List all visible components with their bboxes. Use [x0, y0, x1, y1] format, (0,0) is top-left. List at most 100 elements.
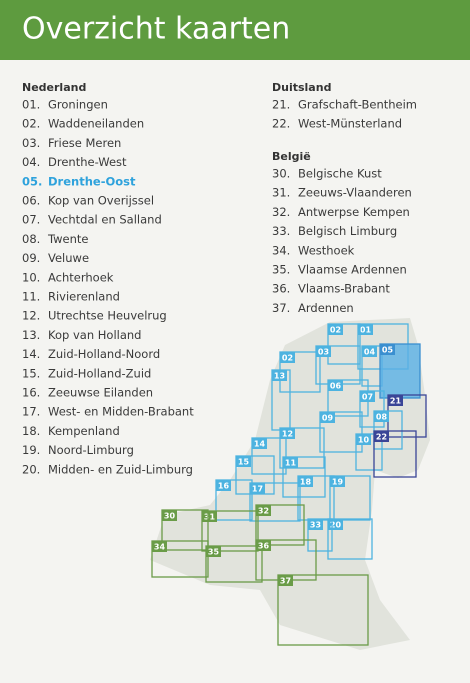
map-name: Ardennen: [298, 301, 354, 315]
map-label: 02: [330, 326, 341, 335]
map-label-bg: [278, 575, 293, 586]
map-sheet: [215, 479, 253, 521]
map-label-bg: [280, 352, 295, 363]
map-label: 07: [362, 393, 373, 402]
map-label-bg: [316, 346, 331, 357]
map-name: Noord-Limburg: [48, 443, 134, 457]
map-label: 34: [154, 543, 166, 552]
map-label-bg: [152, 541, 167, 552]
map-name: West- en Midden-Brabant: [48, 405, 194, 419]
map-label: 17: [252, 485, 263, 494]
map-label: 20: [330, 521, 342, 530]
map-label-bg: [388, 395, 403, 406]
map-label: 03: [318, 348, 329, 357]
map-sheet: [329, 475, 371, 521]
map-label: 31: [204, 513, 216, 522]
map-name: Grafschaft-Bentheim: [298, 98, 417, 112]
map-number: 37.: [272, 301, 290, 315]
map-sheet: [249, 482, 301, 522]
map-label-bg: [320, 412, 335, 423]
map-label-bg: [236, 456, 251, 467]
map-label-bg: [330, 476, 345, 487]
header-bar: [0, 0, 470, 60]
map-label-bg: [362, 346, 377, 357]
map-label-bg: [374, 431, 389, 442]
map-name: Drenthe-Oost: [48, 174, 136, 188]
map-number: 10.: [22, 270, 40, 284]
map-sheet: [373, 430, 417, 478]
map-label: 02: [282, 354, 293, 363]
map-label: 30: [164, 512, 176, 521]
map-sheet: [151, 540, 209, 578]
map-label: 11: [285, 459, 297, 468]
map-label-bg: [328, 380, 343, 391]
section-heading: Duitsland: [272, 81, 331, 94]
map-number: 19.: [22, 443, 40, 457]
map-name: Twente: [47, 232, 88, 246]
map-number: 33.: [272, 224, 290, 238]
map-label: 09: [322, 414, 334, 423]
map-sheet: [279, 427, 325, 469]
map-name: Zuid-Holland-Noord: [48, 347, 160, 361]
map-label: 05: [382, 346, 394, 355]
map-number: 08.: [22, 232, 40, 246]
map-number: 01.: [22, 98, 40, 112]
map-number: 34.: [272, 243, 290, 257]
map-number: 15.: [22, 366, 40, 380]
map-sheet: [319, 411, 363, 453]
map-label: 32: [258, 507, 269, 516]
map-number: 17.: [22, 405, 40, 419]
map-number: 22.: [272, 117, 290, 131]
map-label: 06: [330, 382, 342, 391]
map-name: Kempenland: [48, 424, 120, 438]
map-number: 36.: [272, 282, 290, 296]
map-sheet: [277, 574, 369, 646]
map-name: Kop van Overijssel: [48, 194, 154, 208]
map-label-bg: [283, 457, 298, 468]
map-label-bg: [206, 546, 221, 557]
map-label-bg: [162, 510, 177, 521]
map-sheet: [327, 323, 361, 365]
map-label: 19: [332, 478, 344, 487]
map-sheet: [255, 504, 305, 546]
map-label-bg: [358, 324, 373, 335]
map-label-bg: [328, 324, 343, 335]
map-label: 10: [358, 436, 370, 445]
map-name: Veluwe: [48, 251, 89, 265]
map-label-bg: [256, 540, 271, 551]
map-number: 20.: [22, 462, 40, 476]
map-name: Zuid-Holland-Zuid: [48, 366, 151, 380]
map-name: Kop van Holland: [48, 328, 141, 342]
map-label: 13: [274, 372, 285, 381]
map-label: 33: [310, 521, 321, 530]
map-label: 04: [364, 348, 376, 357]
map-label-bg: [374, 411, 389, 422]
map-label: 21: [390, 397, 402, 406]
map-label: 16: [218, 482, 230, 491]
map-number: 07.: [22, 213, 40, 227]
map-label-bg: [202, 511, 217, 522]
map-number: 11.: [22, 290, 40, 304]
map-number: 05.: [22, 174, 42, 188]
map-name: West-Münsterland: [298, 117, 402, 131]
map-label-bg: [380, 344, 395, 355]
map-label: 14: [254, 440, 266, 449]
section-heading: België: [272, 150, 311, 163]
map-number: 04.: [22, 155, 40, 169]
map-label-bg: [250, 483, 265, 494]
section-heading: Nederland: [22, 81, 86, 94]
map-label: 36: [258, 542, 270, 551]
map-number: 32.: [272, 205, 290, 219]
map-label-bg: [216, 480, 231, 491]
map-name: Waddeneilanden: [48, 117, 144, 131]
map-label-bg: [360, 391, 375, 402]
map-label: 08: [376, 413, 388, 422]
map-label-bg: [280, 428, 295, 439]
map-name: Antwerpse Kempen: [298, 205, 410, 219]
map-label: 15: [238, 458, 250, 467]
map-name: Vlaams-Brabant: [298, 282, 390, 296]
map-number: 09.: [22, 251, 40, 265]
map-label-bg: [298, 476, 313, 487]
map-label-bg: [252, 438, 267, 449]
